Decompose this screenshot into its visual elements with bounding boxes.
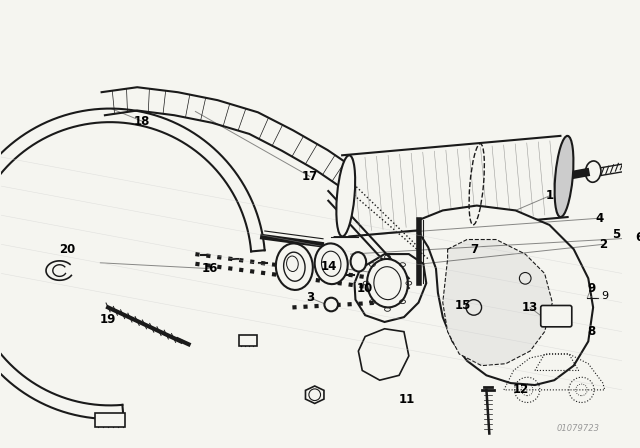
Polygon shape	[355, 254, 426, 322]
Text: 7: 7	[470, 243, 479, 256]
Text: 17: 17	[301, 170, 318, 183]
Ellipse shape	[351, 252, 366, 271]
Ellipse shape	[367, 259, 408, 307]
Polygon shape	[419, 206, 593, 385]
Text: 20: 20	[60, 243, 76, 256]
Text: 16: 16	[202, 262, 218, 275]
Text: 4: 4	[596, 211, 604, 225]
Ellipse shape	[324, 298, 338, 311]
Text: 6: 6	[636, 231, 640, 244]
Ellipse shape	[276, 243, 313, 290]
Text: 15: 15	[455, 299, 471, 312]
Ellipse shape	[555, 136, 573, 217]
Text: 14: 14	[321, 260, 337, 273]
Text: 11: 11	[399, 393, 415, 406]
Polygon shape	[443, 240, 552, 366]
Text: 9: 9	[587, 281, 595, 294]
Ellipse shape	[315, 243, 348, 284]
Text: 12: 12	[512, 383, 529, 396]
Text: 8: 8	[587, 325, 595, 338]
Text: 01079723: 01079723	[557, 424, 600, 433]
FancyBboxPatch shape	[239, 335, 257, 346]
Text: 19: 19	[100, 313, 116, 326]
Text: 10: 10	[357, 281, 373, 294]
Polygon shape	[358, 329, 409, 380]
FancyBboxPatch shape	[95, 413, 125, 427]
FancyBboxPatch shape	[541, 306, 572, 327]
Text: 5: 5	[612, 228, 621, 241]
Polygon shape	[305, 386, 324, 404]
Text: 2: 2	[599, 238, 607, 251]
Text: 9: 9	[601, 291, 608, 301]
Text: 3: 3	[306, 291, 314, 304]
Text: 1: 1	[545, 190, 554, 202]
Ellipse shape	[337, 155, 355, 237]
Text: 13: 13	[522, 301, 538, 314]
Text: 18: 18	[134, 115, 150, 128]
